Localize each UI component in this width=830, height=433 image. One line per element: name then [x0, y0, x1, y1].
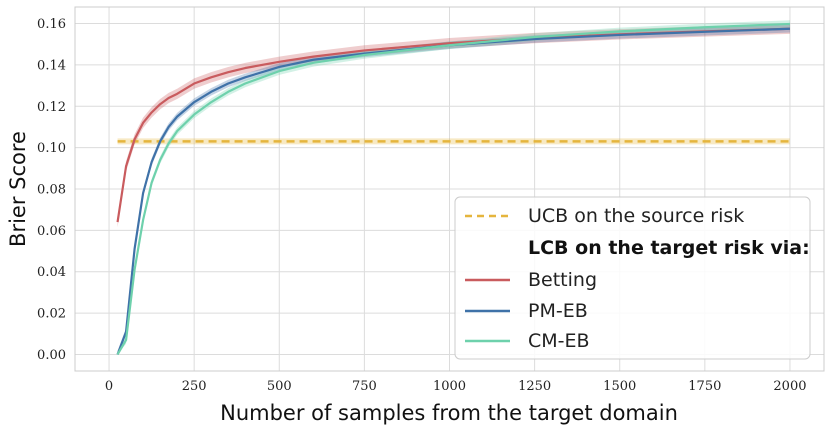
legend-label-pm-eb: PM-EB: [528, 300, 588, 322]
x-tick-label: 1000: [433, 379, 466, 394]
x-tick-label: 2000: [773, 379, 806, 394]
x-tick-label: 0: [105, 379, 113, 394]
x-tick-label: 1250: [518, 379, 551, 394]
y-tick-label: 0.16: [37, 17, 66, 32]
y-tick-label: 0.12: [37, 100, 66, 115]
y-tick-label: 0.10: [37, 141, 66, 156]
series-line-pm-eb: [116, 27, 790, 355]
legend-header: LCB on the target risk via:: [528, 237, 810, 259]
x-tick-label: 500: [267, 379, 292, 394]
y-tick-label: 0.04: [37, 265, 66, 280]
x-tick-label: 1500: [603, 379, 636, 394]
legend: UCB on the source risk LCB on the target…: [454, 196, 811, 360]
x-axis-title: Number of samples from the target domain: [220, 401, 678, 425]
x-tick-label: 1750: [688, 379, 721, 394]
y-axis-title: Brier Score: [6, 131, 30, 247]
x-tick-label: 250: [182, 379, 207, 394]
legend-label-betting: Betting: [528, 269, 597, 291]
legend-label-cm-eb: CM-EB: [528, 330, 590, 352]
y-tick-label: 0.08: [37, 183, 66, 198]
series-line-cm-eb: [116, 22, 790, 356]
y-tick-label: 0.14: [37, 58, 66, 73]
x-tick-label: 750: [352, 379, 377, 394]
y-tick-label: 0.00: [37, 348, 66, 363]
plot-frame: [74, 6, 825, 372]
y-tick-label: 0.02: [37, 307, 66, 322]
legend-box: [454, 196, 811, 360]
y-tick-label: 0.06: [37, 224, 66, 239]
legend-label-reference: UCB on the source risk: [528, 205, 744, 227]
